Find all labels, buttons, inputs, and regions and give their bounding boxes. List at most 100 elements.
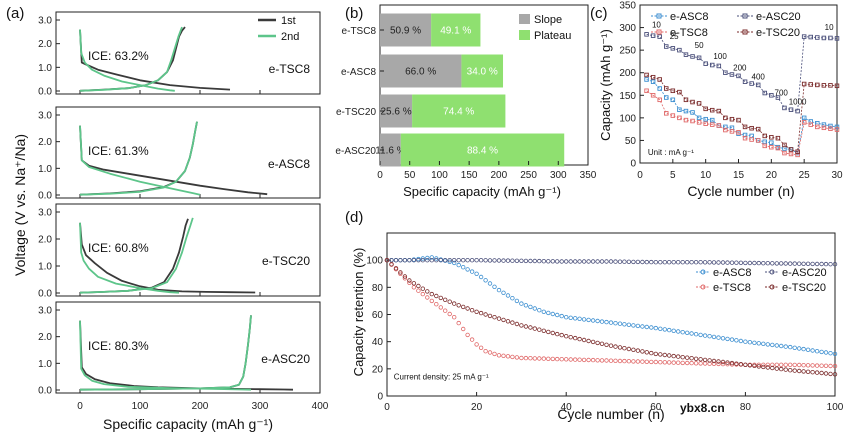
- data-point: [775, 135, 781, 141]
- data-point: [429, 255, 434, 260]
- x-tick-label: 0: [377, 170, 383, 181]
- data-point: [834, 36, 840, 41]
- data-point: [523, 303, 529, 308]
- data-point: [411, 285, 417, 290]
- data-point: [783, 367, 788, 372]
- bar-slope-e-TSC8: [380, 13, 432, 47]
- data-point: [429, 258, 434, 263]
- data-point: [690, 54, 695, 59]
- series-line-2nd-charge: [79, 121, 198, 196]
- data-point: [797, 261, 802, 266]
- data-point: [828, 126, 833, 131]
- legend-c: e-ASC8 e-ASC20 e-TSC8 e-TSC20: [651, 11, 801, 39]
- data-point: [658, 260, 663, 265]
- data-point: [747, 260, 753, 266]
- x-tick-label: 10: [700, 170, 712, 181]
- data-point: [749, 137, 754, 142]
- data-point: [828, 83, 833, 88]
- data-point: [416, 288, 421, 293]
- data-point: [707, 334, 712, 339]
- data-point: [698, 357, 703, 362]
- rate-label: 200: [733, 63, 747, 72]
- data-point: [510, 258, 515, 263]
- data-point: [690, 118, 695, 124]
- data-point: [685, 260, 690, 265]
- y-tick-label: 20: [372, 364, 384, 375]
- y-tick-label: 2.0: [38, 235, 52, 246]
- series-line-2nd-charge: [79, 315, 252, 391]
- data-point: [716, 63, 722, 69]
- data-point: [677, 115, 682, 121]
- x-tick-label: 25: [799, 170, 811, 181]
- data-point: [801, 261, 806, 266]
- y-tick-label: 80: [372, 283, 384, 294]
- data-point: [664, 111, 669, 116]
- data-point: [564, 315, 569, 320]
- data-point: [808, 122, 813, 127]
- data-point: [677, 89, 682, 95]
- data-point: [555, 259, 560, 264]
- data-point: [622, 358, 627, 364]
- data-point: [613, 344, 618, 349]
- bar-plateau-e-ASC8: [461, 54, 504, 88]
- data-point: [670, 88, 676, 94]
- data-point: [581, 337, 587, 343]
- data-point: [631, 347, 636, 352]
- data-point: [770, 362, 775, 367]
- data-point: [783, 362, 788, 367]
- data-point: [626, 322, 632, 327]
- data-point: [622, 259, 627, 264]
- data-point: [532, 326, 537, 331]
- data-point: [685, 355, 690, 360]
- data-point: [743, 339, 748, 344]
- data-point: [581, 259, 587, 264]
- data-point: [711, 361, 717, 366]
- data-point: [644, 324, 649, 330]
- data-point: [828, 363, 833, 369]
- legend-marker: [656, 29, 662, 35]
- data-point: [564, 334, 569, 339]
- data-point: [828, 371, 833, 377]
- data-point: [398, 271, 403, 276]
- data-point: [613, 358, 618, 363]
- data-point: [671, 328, 676, 333]
- data-point: [683, 108, 689, 114]
- y-tick-label: 50: [625, 136, 637, 147]
- data-point: [743, 362, 748, 367]
- data-point: [762, 90, 768, 96]
- data-point: [702, 333, 708, 338]
- data-point: [568, 259, 573, 264]
- x-tick-label: 15: [733, 170, 745, 181]
- data-point: [749, 125, 754, 131]
- data-point: [411, 258, 417, 263]
- data-point: [407, 278, 412, 283]
- data-point: [644, 72, 649, 78]
- data-point: [577, 259, 582, 264]
- series-e-ASC20: [644, 32, 840, 114]
- data-point: [814, 363, 820, 368]
- series-e-ASC8: [384, 255, 838, 357]
- data-point: [703, 61, 708, 66]
- data-point: [671, 353, 676, 359]
- data-point: [555, 312, 560, 318]
- data-point: [677, 107, 682, 112]
- data-point: [590, 357, 596, 363]
- bar-value-label: 66.0 %: [405, 67, 436, 78]
- data-point: [703, 106, 708, 112]
- data-point: [702, 357, 708, 363]
- data-point: [716, 361, 721, 367]
- data-point: [496, 258, 502, 263]
- data-point: [821, 125, 827, 131]
- data-point: [662, 260, 667, 265]
- data-point: [689, 360, 694, 366]
- y-tick-label: 3.0: [38, 208, 52, 219]
- data-point: [626, 359, 632, 364]
- y-tick-label: 1.0: [38, 359, 52, 370]
- data-point: [683, 52, 689, 57]
- data-point: [742, 124, 748, 130]
- data-point: [801, 369, 806, 374]
- series-line: [646, 79, 838, 154]
- data-point: [496, 353, 502, 358]
